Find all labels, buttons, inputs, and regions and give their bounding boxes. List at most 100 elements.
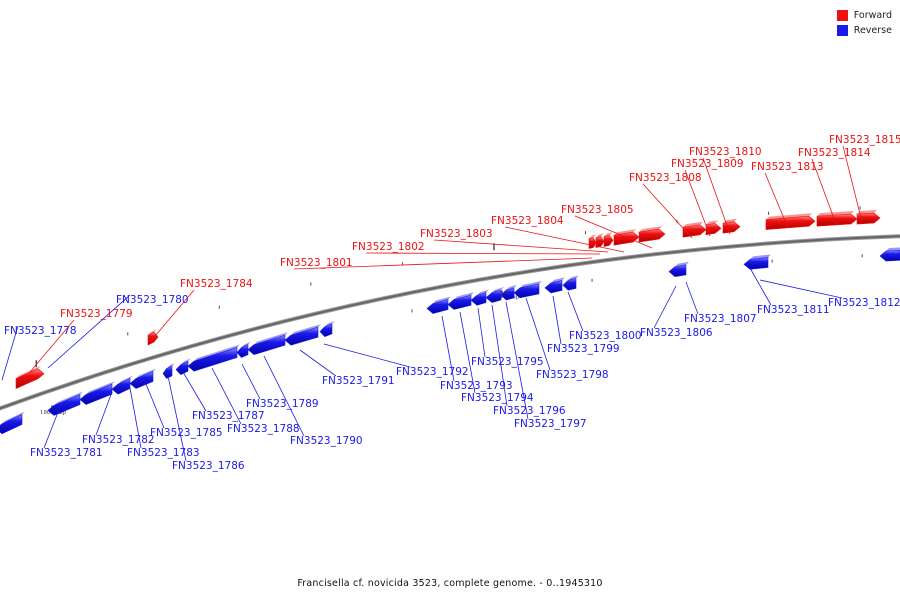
gene-arrow-fn3523-1797[interactable] xyxy=(500,287,515,301)
gene-arrow-fn3523-1814[interactable] xyxy=(816,213,858,227)
gene-arrow-top-face xyxy=(723,218,737,224)
gene-arrow-fn3523-1786[interactable] xyxy=(162,365,173,379)
gene-arrow-fn3523-1809[interactable] xyxy=(705,223,722,236)
gene-arrow-fn3523-1793[interactable] xyxy=(426,299,449,314)
gene-label-fn3523-1788[interactable]: FN3523_1788 xyxy=(227,423,300,435)
gene-label-fn3523-1779[interactable]: FN3523_1779 xyxy=(60,308,133,320)
gene-label-fn3523-1803[interactable]: FN3523_1803 xyxy=(420,228,493,240)
gene-label-fn3523-1793[interactable]: FN3523_1793 xyxy=(440,380,513,392)
gene-arrow-top-face xyxy=(454,292,474,300)
gene-label-fn3523-1807[interactable]: FN3523_1807 xyxy=(684,313,757,325)
gene-arrow-fn3523-1779[interactable] xyxy=(15,368,45,390)
gene-label-fn3523-1802[interactable]: FN3523_1802 xyxy=(352,241,425,253)
gene-arrow-fn3523-1815[interactable] xyxy=(856,212,881,225)
gene-arrow-top-face xyxy=(766,213,812,220)
gene-label-fn3523-1798[interactable]: FN3523_1798 xyxy=(536,369,609,381)
gene-arrow-fn3523-1781[interactable] xyxy=(47,394,81,416)
gene-arrow-fn3523-1802[interactable] xyxy=(595,236,605,248)
legend-forward-swatch xyxy=(836,10,848,21)
gene-label-fn3523-1783[interactable]: FN3523_1783 xyxy=(127,447,200,459)
gene-arrow-fn3523-1798[interactable] xyxy=(513,283,540,299)
gene-label-fn3523-1808[interactable]: FN3523_1808 xyxy=(629,172,702,184)
gene-arrow-top-face xyxy=(675,261,689,267)
gene-label-fn3523-1781[interactable]: FN3523_1781 xyxy=(30,447,103,459)
gene-arrow-fn3523-1789[interactable] xyxy=(236,344,249,358)
gene-arrow-fn3523-1800[interactable] xyxy=(562,277,577,291)
gene-arrow-fn3523-1799[interactable] xyxy=(544,279,563,294)
gene-label-fn3523-1811[interactable]: FN3523_1811 xyxy=(757,304,830,316)
gene-leader-line xyxy=(167,375,187,462)
gene-label-fn3523-1799[interactable]: FN3523_1799 xyxy=(547,343,620,355)
gene-label-fn3523-1780[interactable]: FN3523_1780 xyxy=(116,294,189,306)
gene-arrow-top-face xyxy=(492,287,504,293)
gene-label-fn3523-1806[interactable]: FN3523_1806 xyxy=(640,327,713,339)
gene-leader-line xyxy=(702,157,731,235)
gene-label-fn3523-1789[interactable]: FN3523_1789 xyxy=(246,398,319,410)
gene-arrow-fn3523-1785[interactable] xyxy=(129,371,154,389)
gene-leader-line xyxy=(764,172,789,229)
gene-arrow-fn3523-1805[interactable] xyxy=(638,228,666,243)
gene-label-fn3523-1813[interactable]: FN3523_1813 xyxy=(751,161,824,173)
gene-label-fn3523-1809[interactable]: FN3523_1809 xyxy=(671,158,744,170)
gene-leader-line xyxy=(299,349,337,377)
gene-label-fn3523-1795[interactable]: FN3523_1795 xyxy=(471,356,544,368)
gene-label-fn3523-1794[interactable]: FN3523_1794 xyxy=(461,392,534,404)
gene-label-fn3523-1784[interactable]: FN3523_1784 xyxy=(180,278,253,290)
gene-leader-line xyxy=(1,325,19,381)
gene-arrow-fn3523-1795[interactable] xyxy=(470,292,487,306)
gene-arrow-top-face xyxy=(604,232,613,237)
gene-label-fn3523-1782[interactable]: FN3523_1782 xyxy=(82,434,155,446)
gene-arrow-fn3523-1783[interactable] xyxy=(111,378,131,395)
gene-leader-line xyxy=(574,215,653,249)
gene-label-fn3523-1801[interactable]: FN3523_1801 xyxy=(280,257,353,269)
gene-label-fn3523-1797[interactable]: FN3523_1797 xyxy=(514,418,587,430)
gene-arrow-fn3523-1811[interactable] xyxy=(743,257,769,270)
gene-label-fn3523-1796[interactable]: FN3523_1796 xyxy=(493,405,566,417)
gene-arrow-top-face xyxy=(433,296,451,304)
gene-arrow-top-face xyxy=(506,284,517,291)
gene-label-fn3523-1785[interactable]: FN3523_1785 xyxy=(150,427,223,439)
gene-arrow-fn3523-1812[interactable] xyxy=(879,250,900,262)
gene-arrow-fn3523-1808[interactable] xyxy=(682,224,707,238)
gene-label-fn3523-1814[interactable]: FN3523_1814 xyxy=(798,147,871,159)
gene-arrow-fn3523-1794[interactable] xyxy=(447,294,472,310)
gene-arrow-fn3523-1796[interactable] xyxy=(485,289,502,303)
gene-leader-line xyxy=(211,367,242,425)
gene-label-fn3523-1791[interactable]: FN3523_1791 xyxy=(322,375,395,387)
gene-label-fn3523-1778[interactable]: FN3523_1778 xyxy=(4,325,77,337)
gene-label-fn3523-1786[interactable]: FN3523_1786 xyxy=(172,460,245,472)
gene-label-fn3523-1790[interactable]: FN3523_1790 xyxy=(290,435,363,447)
gene-arrow-fn3523-1806[interactable] xyxy=(668,264,687,277)
gene-label-fn3523-1787[interactable]: FN3523_1787 xyxy=(192,410,265,422)
gene-leader-line xyxy=(505,301,529,420)
gene-arrow-top-face xyxy=(241,341,251,348)
gene-arrow-fn3523-1788[interactable] xyxy=(187,347,238,372)
gene-label-fn3523-1792[interactable]: FN3523_1792 xyxy=(396,366,469,378)
gene-arrow-fn3523-1790[interactable] xyxy=(247,334,286,355)
gene-label-fn3523-1815[interactable]: FN3523_1815 xyxy=(829,134,900,146)
gene-arrow-fn3523-1810[interactable] xyxy=(722,221,741,234)
legend-forward-label: Forward xyxy=(853,10,892,21)
gene-arrow-fn3523-1801[interactable] xyxy=(588,237,597,249)
gene-leader-line xyxy=(685,281,699,315)
gene-label-fn3523-1805[interactable]: FN3523_1805 xyxy=(561,204,634,216)
gene-leader-line xyxy=(182,371,207,412)
gene-arrow-top-face xyxy=(180,358,191,365)
gene-arrow-fn3523-1787[interactable] xyxy=(175,360,189,376)
gene-arrow-fn3523-1803[interactable] xyxy=(603,234,614,247)
gene-arrow-fn3523-1782[interactable] xyxy=(79,383,113,405)
gene-label-fn3523-1812[interactable]: FN3523_1812 xyxy=(828,297,900,309)
gene-arrow-fn3523-1804[interactable] xyxy=(613,231,640,246)
gene-leader-line xyxy=(749,267,772,306)
gene-arrow-top-face xyxy=(817,211,854,217)
gene-arrow-top-face xyxy=(750,254,771,260)
gene-arrow-fn3523-1778[interactable] xyxy=(0,413,23,435)
gene-leader-line xyxy=(293,257,593,270)
legend-forward: Forward xyxy=(836,8,892,23)
gene-label-fn3523-1810[interactable]: FN3523_1810 xyxy=(689,146,762,158)
gene-arrow-fn3523-1792[interactable] xyxy=(319,323,333,337)
gene-arrow-fn3523-1791[interactable] xyxy=(284,326,319,346)
gene-label-fn3523-1800[interactable]: FN3523_1800 xyxy=(569,330,642,342)
gene-label-fn3523-1804[interactable]: FN3523_1804 xyxy=(491,215,564,227)
gene-arrow-fn3523-1813[interactable] xyxy=(765,215,816,230)
